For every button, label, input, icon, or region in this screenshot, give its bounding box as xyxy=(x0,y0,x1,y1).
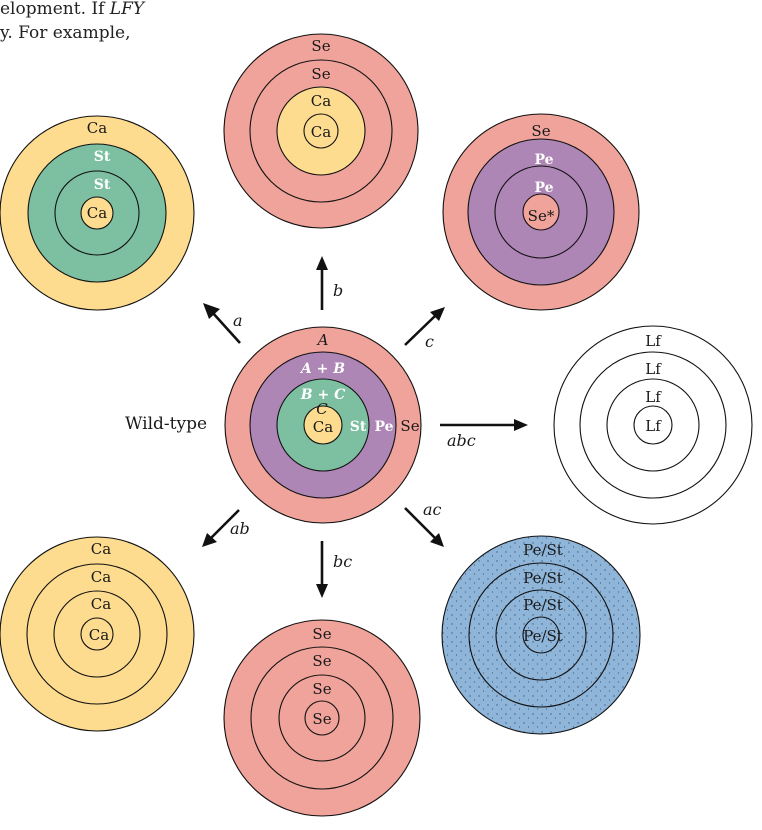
whorl-label: Se* xyxy=(528,207,555,225)
flower-mutant-c: Se Pe Pe Se* xyxy=(442,113,640,311)
arrow-label: ac xyxy=(423,500,442,519)
whorl-label: Lf xyxy=(645,360,662,378)
whorl3-label: St xyxy=(350,419,367,435)
arrow-label: ab xyxy=(230,519,250,538)
arrow-label: c xyxy=(425,332,434,351)
whorl-label: Ca xyxy=(87,119,107,137)
whorl-label: Pe/St xyxy=(523,596,563,614)
arrow-to-a: a xyxy=(203,303,243,344)
class-a-label: A xyxy=(316,331,329,349)
whorl-label: Se xyxy=(311,65,330,83)
intro-line-1: elopment. If LFY xyxy=(0,0,146,19)
whorl-label: Ca xyxy=(87,204,107,222)
arrow-to-b: b xyxy=(316,256,343,310)
whorl-label: Ca xyxy=(311,92,331,110)
whorl-label: Se xyxy=(312,680,331,698)
whorl-label: Lf xyxy=(645,388,662,406)
arrow-label: b xyxy=(333,281,343,300)
whorl-label: Se xyxy=(312,652,331,670)
arrow-to-bc: bc xyxy=(316,541,352,598)
whorl-label: St xyxy=(94,177,111,193)
whorl-label: Ca xyxy=(91,595,111,613)
flower-mutant-a: Ca St St Ca xyxy=(0,115,195,311)
whorl-label: Ca xyxy=(89,626,109,644)
whorl-label: Pe/St xyxy=(523,569,563,587)
whorl-label: Lf xyxy=(645,417,662,435)
wild-type-label: Wild-type xyxy=(125,414,207,434)
whorl-label: Se xyxy=(311,37,330,55)
flower-mutant-ac: Pe/St Pe/St Pe/St Pe/St xyxy=(441,535,641,735)
arrow-label: bc xyxy=(333,552,352,571)
flower-mutant-bc: Se Se Se Se xyxy=(223,619,421,817)
whorl4-label: Ca xyxy=(313,418,333,436)
whorl-label: Ca xyxy=(91,540,111,558)
whorl1-label: Se xyxy=(400,417,419,435)
class-c-label: C xyxy=(316,400,328,418)
flower-mutant-abc: Lf Lf Lf Lf xyxy=(553,325,753,525)
arrow-to-abc: abc xyxy=(440,419,528,450)
whorl-label: Pe xyxy=(534,180,553,196)
whorl-label: Pe/St xyxy=(523,627,563,645)
whorl-label: Se xyxy=(312,625,331,643)
class-bc-label: B + C xyxy=(300,387,345,403)
flower-wild-type: A A + B B + C C Ca St Pe Se Wild-type xyxy=(125,326,422,524)
intro-line-2: y. For example, xyxy=(0,23,130,43)
arrow-to-ac: ac xyxy=(404,500,444,547)
whorl-label: Se xyxy=(312,710,331,728)
arrow-label: a xyxy=(233,311,243,330)
whorl-label: Ca xyxy=(311,123,331,141)
arrow-to-ab: ab xyxy=(202,509,250,547)
whorl-label: Pe xyxy=(534,152,553,168)
whorl-label: Pe/St xyxy=(523,541,563,559)
whorl2-label: Pe xyxy=(374,419,393,435)
class-ab-label: A + B xyxy=(299,361,345,377)
flower-mutant-ab: Ca Ca Ca Ca xyxy=(0,536,195,732)
whorl-label: Lf xyxy=(645,332,662,350)
arrow-to-c: c xyxy=(404,307,445,351)
flower-mutant-b: Se Se Ca Ca xyxy=(223,33,419,229)
whorl-label: Se xyxy=(531,122,550,140)
whorl-label: St xyxy=(94,149,111,165)
whorl-label: Ca xyxy=(91,568,111,586)
arrow-label: abc xyxy=(447,431,476,450)
